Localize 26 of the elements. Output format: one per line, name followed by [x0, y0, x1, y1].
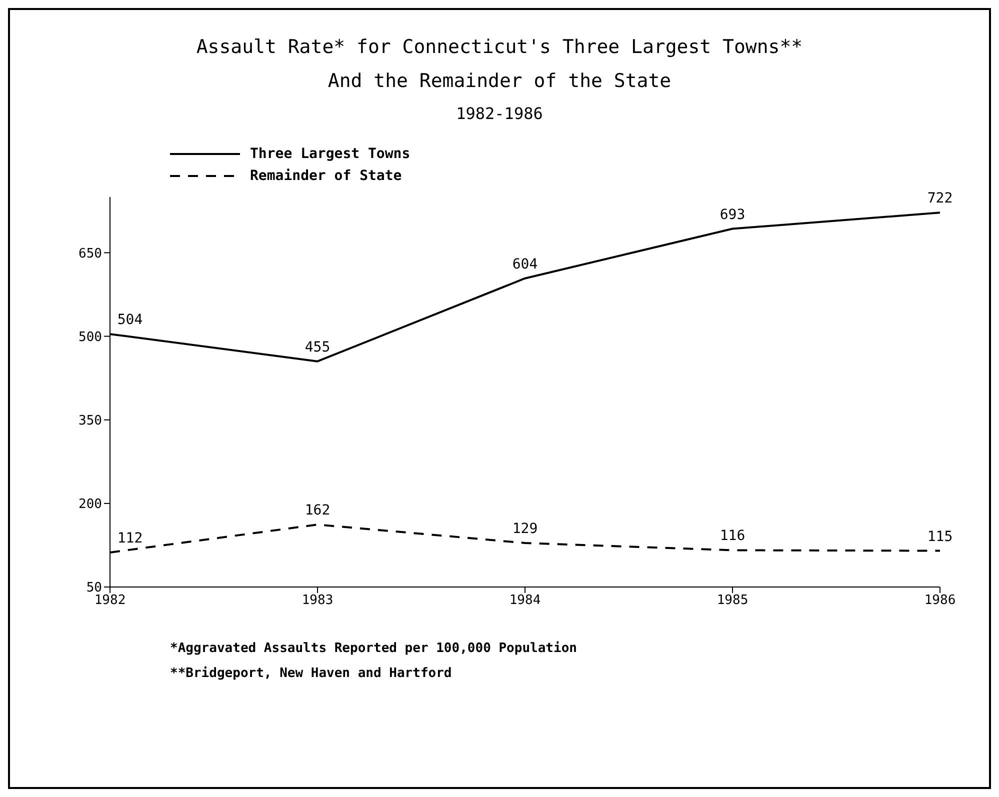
text: *Aggravated Assaults Reported per 100,000 Population [170, 641, 578, 656]
data-label: 504 [117, 312, 143, 328]
y-tick-label: 350 [78, 413, 102, 428]
text: **Bridgeport, New Haven and Hartford [170, 666, 453, 681]
data-label: 129 [512, 520, 538, 537]
x-tick-label: 1982 [94, 593, 126, 608]
chart-subtitle: And the Remainder of the State 1982-1986 [326, 70, 672, 123]
data-label: 604 [512, 256, 538, 272]
y-tick-label: 650 [78, 246, 102, 262]
data-label: 115 [927, 528, 953, 545]
data-label: 722 [927, 190, 953, 207]
y-tick-label: 200 [78, 497, 102, 512]
data-label: 162 [304, 502, 330, 519]
x-tick-label: 1984 [509, 593, 541, 608]
legend-label: Remainder of State [250, 168, 402, 184]
data-label: 693 [720, 206, 746, 223]
x-tick-label: 1983 [302, 593, 334, 608]
chart-title: Assault Rate* for Connecticut's Three Largest Towns** [195, 36, 804, 58]
data-label: 116 [720, 528, 746, 544]
x-tick-label: 1986 [924, 593, 956, 608]
x-tick-label: 1985 [716, 593, 748, 608]
legend-label: Three Largest Towns [250, 146, 410, 162]
y-tick-label: 50 [86, 580, 102, 596]
y-tick-label: 500 [78, 330, 102, 345]
data-label: 455 [304, 339, 330, 356]
data-label: 112 [117, 530, 143, 546]
